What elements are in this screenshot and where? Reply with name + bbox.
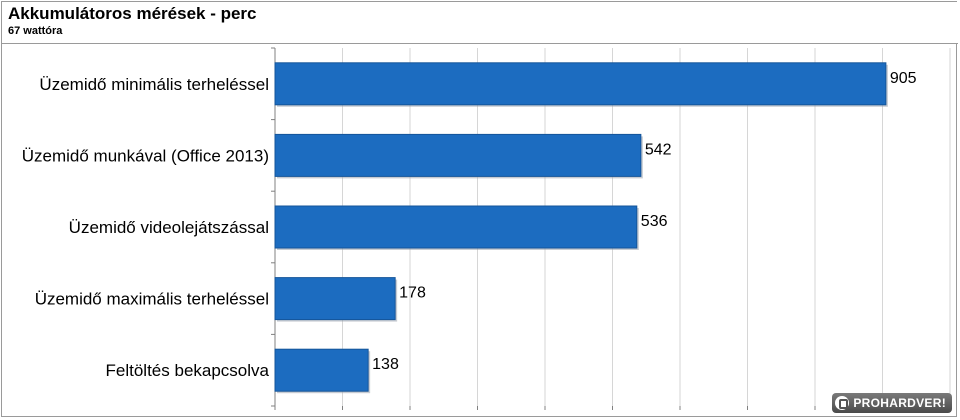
value-label: 178 xyxy=(399,285,426,302)
bar xyxy=(274,277,396,321)
bar xyxy=(274,62,887,106)
value-label: 905 xyxy=(890,70,917,87)
category-label: Üzemidő videolejátszással xyxy=(69,218,269,237)
prohardver-logo: PROHARDVER! xyxy=(832,393,952,413)
chart-subtitle: 67 wattóra xyxy=(8,25,63,37)
prohardver-logo-icon xyxy=(835,396,850,410)
watermark-text: PROHARDVER! xyxy=(853,396,946,410)
category-label: Üzemidő maximális terheléssel xyxy=(35,290,269,309)
category-label: Üzemidő munkával (Office 2013) xyxy=(22,146,269,165)
bar xyxy=(274,205,638,249)
value-label: 536 xyxy=(641,213,668,230)
chart-header: Akkumulátoros mérések - perc 67 wattóra xyxy=(2,2,958,44)
category-label: Feltöltés bekapcsolva xyxy=(106,361,270,380)
chart-title: Akkumulátoros mérések - perc xyxy=(8,4,257,23)
bar xyxy=(274,133,642,177)
value-label: 138 xyxy=(372,356,399,373)
category-label: Üzemidő minimális terheléssel xyxy=(39,75,269,94)
value-label: 542 xyxy=(645,141,672,158)
bar xyxy=(274,348,369,392)
